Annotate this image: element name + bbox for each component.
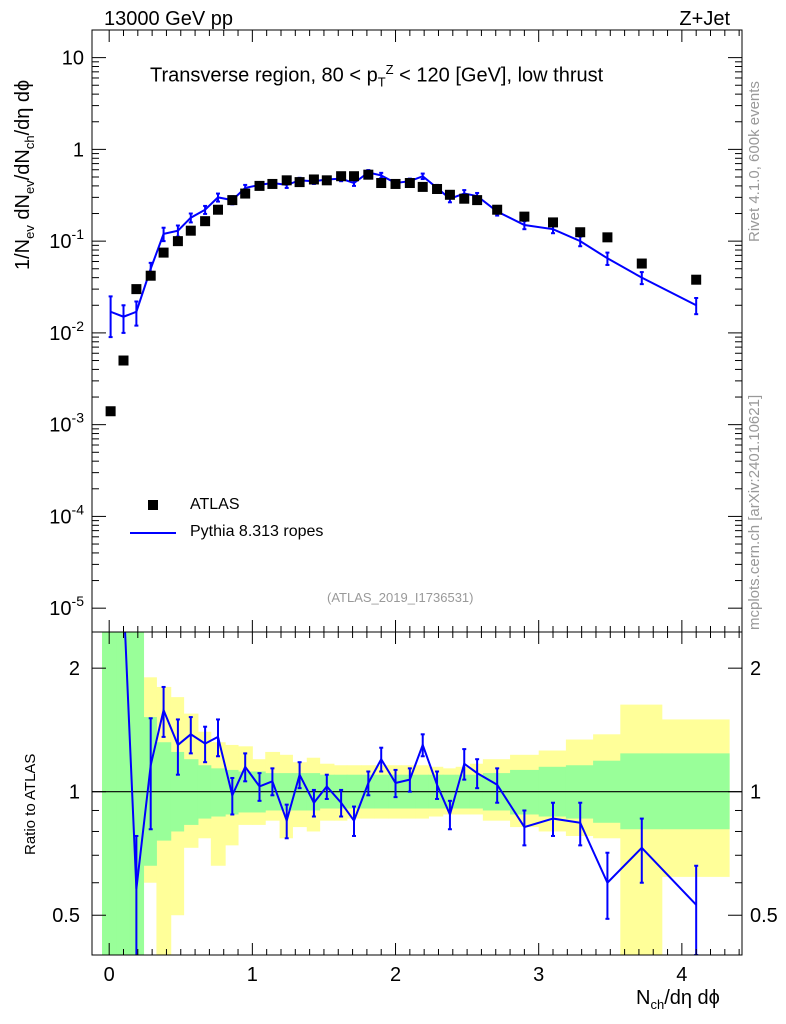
ratio-y-tick-label-right: 2 bbox=[750, 658, 761, 680]
mc-series-line bbox=[110, 171, 697, 318]
data-point bbox=[185, 225, 196, 236]
ylabel-part-d: /dη dϕ bbox=[12, 79, 34, 136]
data-point bbox=[459, 193, 470, 204]
data-point bbox=[308, 174, 319, 185]
ylabel-part-b: dN bbox=[12, 194, 34, 226]
uncertainty-band-inner bbox=[116, 632, 130, 955]
y-tick-label-exp: -2 bbox=[72, 318, 85, 334]
data-point bbox=[417, 181, 428, 192]
y-tick-label-exp: -5 bbox=[72, 593, 85, 609]
data-point bbox=[158, 247, 169, 258]
x-tick-label: 0 bbox=[104, 964, 115, 986]
ratio-frame bbox=[91, 631, 743, 956]
mcplots-source-label: mcplots.cern.ch [arXiv:2401.10621] bbox=[746, 394, 763, 630]
chart-title-sup: Z bbox=[385, 62, 394, 77]
uncertainty-band-inner bbox=[129, 632, 145, 955]
ylabel-part-a-sub: ev bbox=[22, 225, 37, 239]
data-point bbox=[240, 188, 251, 199]
legend-label-atlas: ATLAS bbox=[190, 496, 240, 513]
data-point bbox=[602, 232, 613, 243]
data-point bbox=[349, 171, 360, 182]
data-point bbox=[227, 195, 238, 206]
y-tick-label: 10-5 bbox=[49, 593, 84, 620]
y-tick-label-exp: -4 bbox=[72, 501, 85, 517]
y-tick-label: 10-1 bbox=[49, 226, 84, 253]
y-tick-label-base: 10 bbox=[49, 506, 71, 528]
data-point bbox=[281, 175, 292, 186]
ylabel-part-c: /dN bbox=[12, 149, 34, 181]
process-label: Z+Jet bbox=[679, 8, 730, 30]
y-tick-label-base: 10 bbox=[49, 415, 71, 437]
data-point bbox=[212, 204, 223, 215]
ratio-y-tick-label-left: 0.5 bbox=[52, 905, 80, 927]
data-point bbox=[432, 184, 443, 195]
uncertainty-band-inner bbox=[210, 768, 226, 817]
ratio-series-line bbox=[124, 632, 697, 906]
ratio-y-tick-label-left: 1 bbox=[69, 782, 80, 804]
y-tick-label-base: 10 bbox=[49, 231, 71, 253]
y-tick-label: 10-4 bbox=[49, 501, 84, 528]
data-point bbox=[172, 236, 183, 247]
ratio-y-tick-label-right: 1 bbox=[750, 782, 761, 804]
y-tick-label: 10-2 bbox=[49, 318, 84, 345]
data-point bbox=[519, 211, 530, 222]
ratio-y-tick-label-right: 0.5 bbox=[750, 905, 778, 927]
ylabel-part-b-sub: ev bbox=[22, 180, 37, 195]
data-point bbox=[118, 355, 129, 366]
data-point bbox=[105, 406, 116, 417]
data-point bbox=[200, 216, 211, 227]
data-point bbox=[336, 171, 347, 182]
y-tick-label-exp: -1 bbox=[72, 226, 85, 242]
chart-title-main: Transverse region, 80 < p bbox=[150, 64, 378, 87]
ylabel-part-a: 1/N bbox=[12, 238, 34, 270]
data-point bbox=[145, 270, 156, 281]
chart-title-rest: < 120 [GeV], low thrust bbox=[393, 64, 604, 87]
energy-label: 13000 GeV pp bbox=[104, 8, 233, 30]
data-point bbox=[321, 175, 332, 186]
uncertainty-band-inner bbox=[102, 632, 117, 955]
y-tick-label-base: 10 bbox=[49, 323, 71, 345]
chart-title-sub: T bbox=[377, 74, 386, 90]
x-tick-label: 4 bbox=[676, 964, 687, 986]
data-point bbox=[267, 178, 278, 189]
data-point bbox=[575, 227, 586, 238]
x-axis-label: Nch/dη dϕ bbox=[636, 987, 720, 1012]
x-tick-label: 3 bbox=[533, 964, 544, 986]
ratio-y-axis-label: Ratio to ATLAS bbox=[22, 753, 39, 855]
data-point bbox=[404, 178, 415, 189]
data-point bbox=[363, 169, 374, 180]
data-point bbox=[444, 189, 455, 200]
data-point bbox=[472, 195, 483, 206]
data-point bbox=[294, 177, 305, 188]
y-tick-label-base: 1 bbox=[73, 139, 84, 161]
y-tick-label-exp: -3 bbox=[72, 410, 85, 426]
top-frame bbox=[91, 29, 743, 633]
y-tick-label-base: 10 bbox=[49, 598, 71, 620]
ylabel-part-c-sub: ch bbox=[22, 135, 37, 150]
data-point bbox=[390, 178, 401, 189]
legend-label-pythia: Pythia 8.313 ropes bbox=[190, 523, 324, 540]
y-tick-label-base: 10 bbox=[62, 48, 84, 70]
data-point bbox=[254, 180, 265, 191]
y-tick-label: 10-3 bbox=[49, 410, 84, 437]
data-point bbox=[376, 178, 387, 189]
y-tick-label: 10 bbox=[62, 48, 84, 70]
x-tick-label: 1 bbox=[247, 964, 258, 986]
legend-marker-atlas bbox=[148, 500, 158, 510]
ratio-y-tick-label-left: 2 bbox=[69, 658, 80, 680]
chart-title: Transverse region, 80 < pTZ < 120 [GeV],… bbox=[150, 62, 603, 90]
data-point bbox=[548, 217, 559, 228]
data-point bbox=[131, 284, 142, 295]
top-y-axis-label: 1/Nev dNev/dNch/dη dϕ bbox=[12, 80, 37, 270]
x-tick-label: 2 bbox=[390, 964, 401, 986]
y-tick-label: 1 bbox=[73, 139, 84, 161]
data-point bbox=[691, 274, 702, 285]
data-point bbox=[492, 204, 503, 215]
rivet-version-label: Rivet 4.1.0, 600k events bbox=[746, 81, 763, 242]
analysis-reference: (ATLAS_2019_I1736531) bbox=[327, 590, 474, 605]
data-point bbox=[636, 258, 647, 269]
